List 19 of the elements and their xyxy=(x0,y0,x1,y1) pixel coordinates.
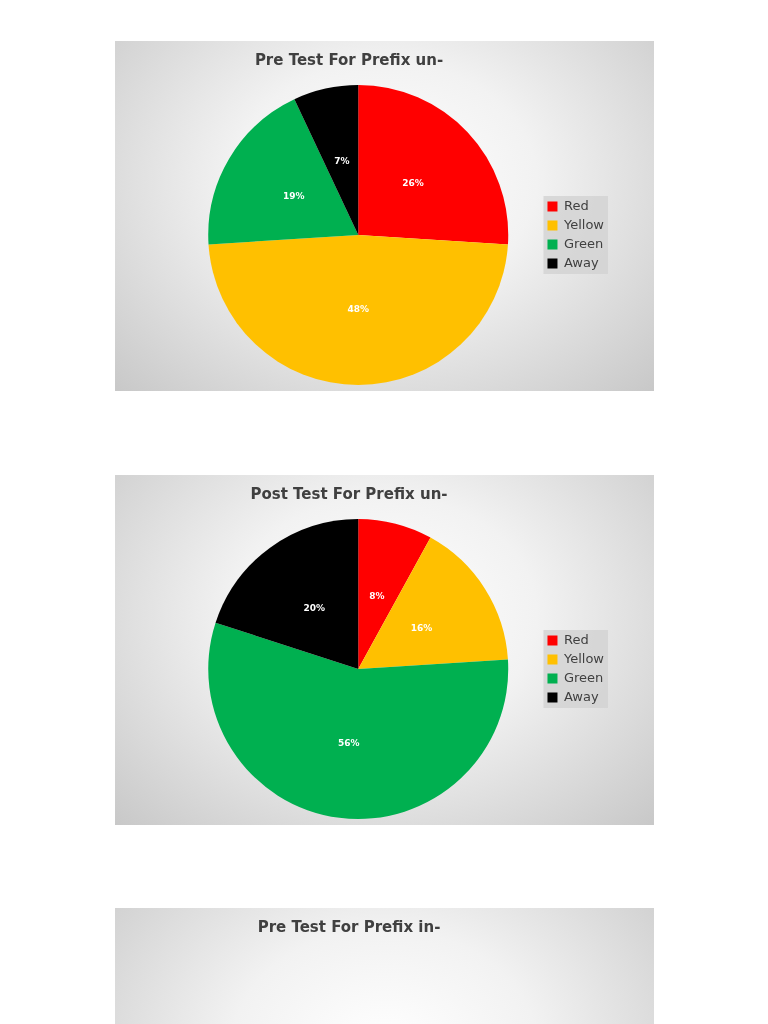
legend-label: Red xyxy=(563,631,589,647)
data-label: 19% xyxy=(282,191,305,202)
legend-label: Green xyxy=(563,669,604,685)
text: Pre Test For Prefix in- xyxy=(256,918,442,936)
legend-label: Green xyxy=(563,235,604,251)
chart-title: Post Test For Prefix un- xyxy=(249,485,449,503)
legend-label: Yellow xyxy=(562,216,605,232)
data-label: 8% xyxy=(369,590,385,601)
legend-label: Yellow xyxy=(562,650,605,666)
data-label: 48% xyxy=(347,304,370,315)
data-label: 56% xyxy=(338,737,360,748)
data-label: 7% xyxy=(334,156,350,167)
data-label: 16% xyxy=(410,623,433,634)
legend-label: Away xyxy=(563,688,599,704)
data-label: 26% xyxy=(402,178,424,188)
legend-label: Away xyxy=(563,254,599,270)
legend-label: Red xyxy=(563,197,589,213)
data-label: 20% xyxy=(303,602,325,613)
chart-title: Pre Test For Prefix un- xyxy=(253,51,445,69)
